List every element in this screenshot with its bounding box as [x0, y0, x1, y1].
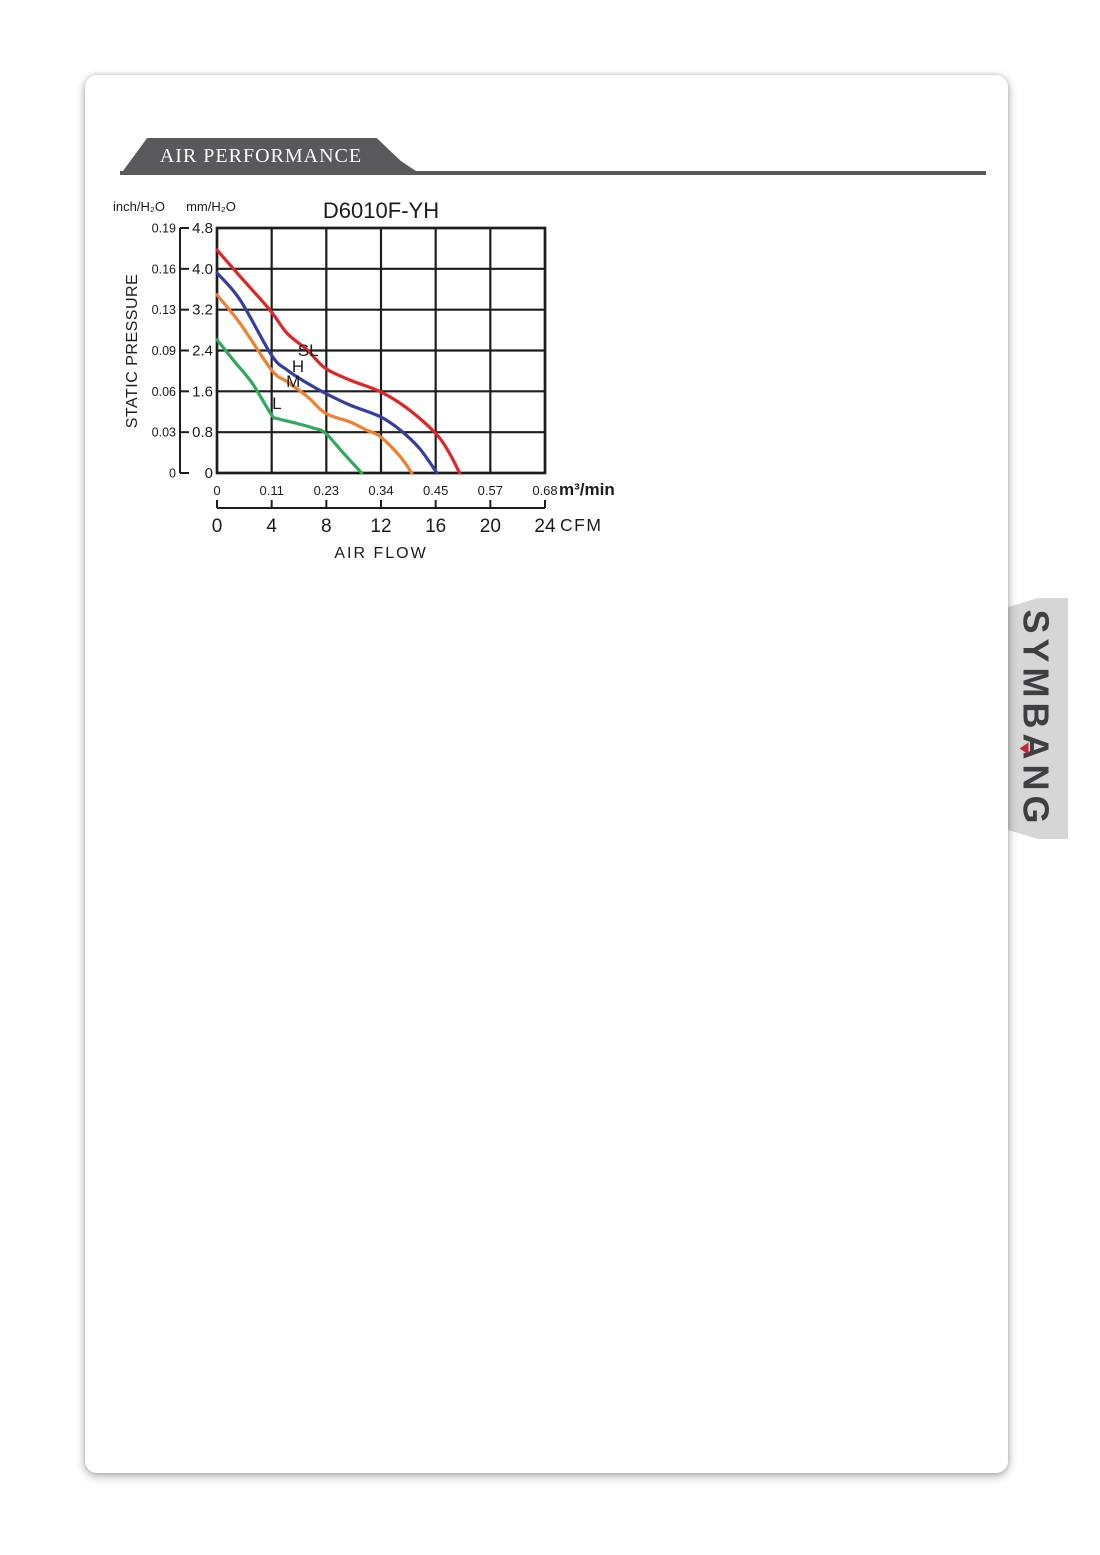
svg-text:mm/H₂O: mm/H₂O — [186, 199, 236, 214]
curve-label-L: L — [272, 394, 281, 413]
section-header-ribbon: AIR PERFORMANCE — [120, 138, 422, 175]
svg-text:2.4: 2.4 — [192, 343, 213, 360]
svg-text:0.34: 0.34 — [368, 483, 393, 498]
curve-L — [215, 338, 364, 475]
svg-text:D6010F-YH: D6010F-YH — [323, 198, 439, 223]
svg-text:0.13: 0.13 — [152, 303, 176, 317]
cfm-axis: 0 4 8 12 16 20 24 CFM — [212, 500, 602, 537]
axis-unit-headers: inch/H₂O mm/H₂O — [113, 199, 236, 214]
y-tick-labels-mm: 4.8 4.0 3.2 2.4 1.6 0.8 0 — [192, 220, 213, 482]
y-tick-labels-inch: 0.19 0.16 0.13 0.09 0.06 0.03 0 — [152, 222, 176, 481]
svg-text:0: 0 — [205, 465, 213, 482]
svg-text:3.2: 3.2 — [192, 302, 213, 319]
svg-text:20: 20 — [480, 516, 501, 537]
curve-label-H: H — [292, 357, 304, 376]
svg-text:STATIC PRESSURE: STATIC PRESSURE — [124, 274, 141, 428]
svg-text:m³/min: m³/min — [559, 480, 615, 499]
chart-svg: 4.84.03.22.41.60.800.190.160.130.090.060… — [113, 198, 615, 562]
svg-text:0.09: 0.09 — [152, 344, 176, 358]
x-axis-title: AIR FLOW — [334, 545, 427, 562]
svg-text:16: 16 — [425, 516, 446, 537]
svg-text:4.0: 4.0 — [192, 261, 213, 278]
brand-logo: SYMBA NG — [1014, 609, 1056, 828]
svg-text:0: 0 — [212, 516, 223, 537]
y-axis-title: STATIC PRESSURE — [124, 274, 141, 428]
svg-text:4: 4 — [266, 516, 277, 537]
svg-text:0.11: 0.11 — [259, 483, 283, 498]
svg-text:12: 12 — [370, 516, 391, 537]
section-title: AIR PERFORMANCE — [159, 144, 363, 167]
brand-logo-accent-letter: A — [1014, 733, 1056, 764]
brand-accent-triangle-icon — [1019, 741, 1029, 754]
curve-label-SL: SL — [298, 341, 319, 360]
svg-text:24: 24 — [534, 516, 556, 537]
svg-text:0.16: 0.16 — [152, 262, 176, 276]
svg-text:AIR FLOW: AIR FLOW — [334, 545, 427, 562]
svg-text:0.57: 0.57 — [478, 483, 503, 498]
curve-label-M: M — [286, 372, 300, 391]
curve-SL — [215, 248, 462, 475]
header-rule — [120, 171, 986, 175]
curve-H — [215, 271, 439, 475]
svg-text:0.23: 0.23 — [314, 483, 339, 498]
svg-text:0: 0 — [213, 483, 220, 498]
svg-text:inch/H₂O: inch/H₂O — [113, 199, 165, 214]
y-axis-bracket — [179, 227, 189, 474]
brand-logo-pre: SYMB — [1015, 608, 1057, 734]
chart-curves — [215, 248, 462, 475]
svg-text:0.03: 0.03 — [152, 426, 176, 440]
svg-text:0.8: 0.8 — [192, 424, 213, 441]
svg-text:1.6: 1.6 — [192, 383, 213, 400]
svg-text:4.8: 4.8 — [192, 220, 213, 237]
brand-tab: SYMBA NG — [1002, 598, 1068, 839]
svg-text:0.45: 0.45 — [423, 483, 448, 498]
svg-text:0.68: 0.68 — [532, 483, 557, 498]
datasheet-page: AIR PERFORMANCE 4.8 4.0 3.2 2.4 1.6 0.8 0 0.19 0… — [85, 75, 1008, 1473]
x-tick-labels-m3min: 0 0.11 0.23 0.34 0.45 0.57 0.68 m³/min — [213, 480, 614, 499]
brand-logo-post: NG — [1015, 764, 1057, 829]
svg-text:0.19: 0.19 — [152, 222, 176, 236]
svg-text:CFM: CFM — [560, 515, 602, 535]
chart-frame — [215, 226, 547, 475]
curve-M — [215, 293, 414, 475]
svg-text:0: 0 — [169, 467, 176, 481]
svg-text:8: 8 — [321, 516, 332, 537]
svg-text:0.06: 0.06 — [152, 385, 176, 399]
chart-title: D6010F-YH — [323, 198, 439, 223]
